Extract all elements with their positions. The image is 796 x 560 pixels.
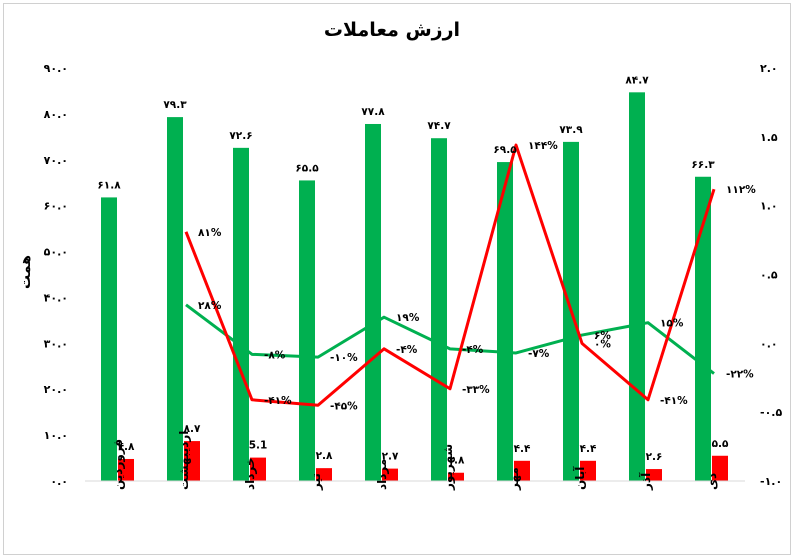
- category-label: آذر: [638, 472, 653, 491]
- y-tick-label: ۰.۰: [50, 475, 68, 488]
- bar: [316, 468, 332, 481]
- bar-value-label: ۷۷.۸: [361, 106, 385, 118]
- bar: [695, 176, 711, 482]
- bar-series-group: [101, 92, 728, 482]
- y2-tick-label: ۰.۵: [760, 269, 778, 282]
- y-tick-label: ۶۰.۰: [44, 200, 68, 213]
- line-value-label: ۱۹%: [396, 312, 420, 324]
- bar-value-label: ۷۴.۷: [427, 120, 451, 132]
- y-tick-label: ۵۰.۰: [44, 246, 68, 259]
- y-tick-label: ۴۰.۰: [44, 291, 68, 304]
- bar: [629, 92, 645, 482]
- line-value-label: ۰%: [594, 338, 611, 350]
- category-labels-group: فروردین اردیبهشت خرداد تیر مرداد شهریور مهر آبا…: [111, 431, 719, 491]
- bar: [514, 460, 530, 481]
- line-value-label: -۱۰%: [330, 352, 358, 364]
- category-label: آبان: [572, 466, 587, 490]
- bar: [101, 197, 117, 481]
- bar-value-label: ۶۶.۳: [691, 159, 715, 171]
- line-value-label: ۱۵%: [660, 318, 684, 330]
- bar: [712, 455, 728, 481]
- bar-value-label: ۶۵.۵: [295, 162, 319, 174]
- line-value-label: -۳۳%: [462, 384, 490, 396]
- bar: [184, 441, 200, 481]
- bar: [580, 460, 596, 481]
- y2-tick-label: ۲.۰: [760, 62, 778, 75]
- y-tick-label: ۹۰.۰: [44, 62, 68, 75]
- bar-value-label: ۴.۴: [580, 443, 597, 455]
- bar: [365, 123, 381, 482]
- bar: [497, 162, 513, 482]
- y2-tick-label: -۰.۵: [760, 406, 782, 419]
- category-label: شهریور: [441, 444, 456, 491]
- y-tick-label: ۲۰.۰: [44, 383, 68, 396]
- line-series: [185, 303, 715, 375]
- bar-value-label: ۷۹.۳: [163, 99, 187, 111]
- line-value-label: ۱۱۲%: [726, 184, 756, 196]
- bar-value-label: ۶۹.۵: [493, 144, 517, 156]
- bar: [448, 472, 464, 481]
- bar-value-label: ۲.۷: [382, 451, 399, 463]
- line-value-label: ۶%: [594, 330, 611, 342]
- bar-value-label: ۷۳.۹: [559, 124, 583, 136]
- line-value-label: -۲۲%: [726, 369, 754, 381]
- category-label: دی: [705, 473, 719, 490]
- bar: [118, 458, 134, 481]
- y-tick-label: ۷۰.۰: [44, 154, 68, 167]
- y-axis-ticks: ۰.۰ ۱۰.۰ ۲۰.۰ ۳۰.۰ ۴۰.۰ ۵۰.۰ ۶۰.۰ ۷۰.۰ ۸۰.۰ ۹۰.۰: [44, 62, 68, 488]
- bar-value-label: ۲.۸: [316, 450, 333, 462]
- line-value-label: -۴۱%: [660, 395, 688, 407]
- y-tick-label: ۳۰.۰: [44, 337, 68, 350]
- bar: [233, 147, 249, 481]
- category-label: اردیبهشت: [177, 431, 191, 490]
- line-value-label: ۲۸%: [198, 300, 222, 312]
- line-value-label: -۸%: [264, 349, 286, 361]
- bar: [250, 457, 266, 481]
- y2-tick-label: ۱.۰: [760, 200, 778, 213]
- bar: [299, 180, 315, 481]
- line-value-label: -۴۵%: [330, 400, 358, 412]
- y2-tick-label: ۱.۵: [760, 131, 778, 144]
- chart-frame: [3, 3, 791, 555]
- line-value-label: ۱۴۴%: [528, 140, 558, 152]
- line-value-label: -۴%: [396, 344, 418, 356]
- bar-value-label: ۴.۸: [118, 441, 135, 453]
- category-label: مهر: [507, 467, 521, 491]
- y2-tick-label: ۰.۰: [760, 337, 778, 350]
- y-axis-label: همت: [18, 255, 34, 289]
- y2-axis-ticks: -۱.۰ -۰.۵ ۰.۰ ۰.۵ ۱.۰ ۱.۵ ۲.۰: [760, 62, 782, 488]
- bar-value-label: ۲.۶: [646, 451, 663, 463]
- bar-value-label: ۸۴.۷: [625, 74, 649, 86]
- category-label: مرداد: [375, 459, 389, 490]
- category-label: فروردین: [111, 439, 126, 490]
- line-value-label: -۷%: [528, 348, 550, 360]
- category-label: خرداد: [243, 457, 257, 490]
- bar-value-label: ۱.۸: [448, 455, 465, 467]
- chart-title: ارزش معاملات: [324, 19, 460, 41]
- bar: [646, 469, 662, 481]
- y2-tick-label: -۱.۰: [760, 475, 782, 488]
- y-tick-label: ۸۰.۰: [44, 108, 68, 121]
- line-labels-group: ۲۸% -۸% -۱۰% ۱۹% -۴% -۷% ۶% ۱۵% -۲۲% ۸۱% -۴۱% -۴۵% -…: [198, 140, 756, 412]
- bar-value-label: 5.1: [249, 440, 268, 452]
- bar-value-label: ۴.۴: [514, 443, 531, 455]
- line-value-label: ۸۱%: [198, 227, 222, 239]
- bar-labels-group: ۶۱.۸ ۷۹.۳ ۷۲.۶ ۶۵.۵ ۷۷.۸ ۷۴.۷ ۶۹.۵ ۷۳.۹ ۸۴.۷ ۶۶.۳…: [97, 74, 729, 466]
- line-value-label: -۴۱%: [264, 395, 292, 407]
- line-series-group: [184, 143, 716, 407]
- bar: [431, 138, 447, 481]
- bar-value-label: ۵.۵: [712, 438, 729, 450]
- line-value-label: -۴%: [462, 344, 484, 356]
- bar-value-label: ۷۲.۶: [229, 130, 252, 142]
- bar-value-label: ۶۱.۸: [97, 179, 121, 191]
- bar: [382, 468, 398, 481]
- category-label: تیر: [309, 473, 323, 491]
- bar: [167, 117, 183, 482]
- bar-value-label: ۸.۷: [184, 423, 201, 435]
- y-tick-label: ۱۰.۰: [44, 429, 68, 442]
- line-series: [184, 143, 716, 407]
